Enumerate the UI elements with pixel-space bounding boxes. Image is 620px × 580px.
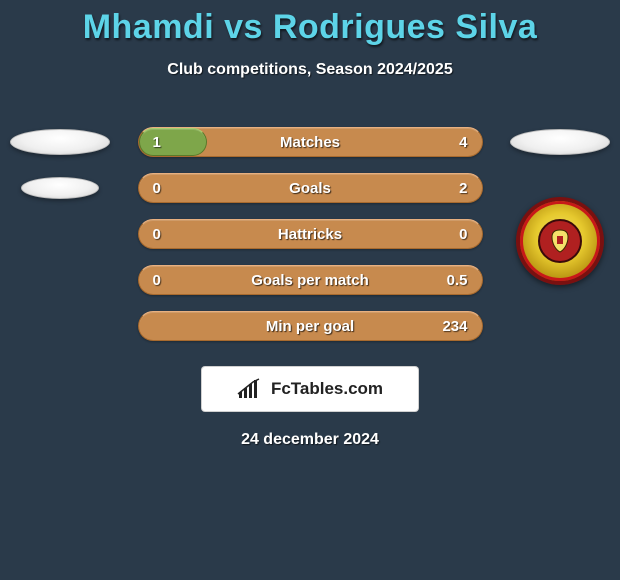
stat-row: 0 Goals 2: [0, 165, 620, 211]
club-crest-icon: [547, 228, 573, 254]
brand-text: FcTables.com: [271, 379, 383, 399]
stat-bar: 0 Hattricks 0: [138, 219, 483, 249]
stat-label: Hattricks: [139, 226, 482, 243]
placeholder-ellipse-icon: [10, 129, 110, 155]
stat-bar: Min per goal 234: [138, 311, 483, 341]
bar-chart-icon: [237, 378, 265, 400]
stat-bar: 1 Matches 4: [138, 127, 483, 157]
page-subtitle: Club competitions, Season 2024/2025: [0, 61, 620, 79]
stat-value-right: 2: [459, 180, 467, 197]
stat-row: 0 Goals per match 0.5: [0, 257, 620, 303]
stat-bar: 0 Goals 2: [138, 173, 483, 203]
stat-value-right: 0.5: [447, 272, 468, 289]
stat-row: 1 Matches 4: [0, 119, 620, 165]
stat-value-right: 4: [459, 134, 467, 151]
brand-card[interactable]: FcTables.com: [202, 367, 418, 411]
placeholder-ellipse-icon: [21, 177, 99, 199]
stat-value-right: 234: [442, 318, 467, 335]
stat-bar: 0 Goals per match 0.5: [138, 265, 483, 295]
stats-list: 1 Matches 4 0 Goals 2 0 Hattricks 0: [0, 119, 620, 349]
stat-value-right: 0: [459, 226, 467, 243]
stat-row: Min per goal 234: [0, 303, 620, 349]
stat-label: Min per goal: [139, 318, 482, 335]
stat-label: Matches: [139, 134, 482, 151]
stat-label: Goals: [139, 180, 482, 197]
stat-row: 0 Hattricks 0: [0, 211, 620, 257]
stat-label: Goals per match: [139, 272, 482, 289]
placeholder-ellipse-icon: [510, 129, 610, 155]
date-text: 24 december 2024: [0, 431, 620, 449]
page-title: Mhamdi vs Rodrigues Silva: [0, 0, 620, 47]
